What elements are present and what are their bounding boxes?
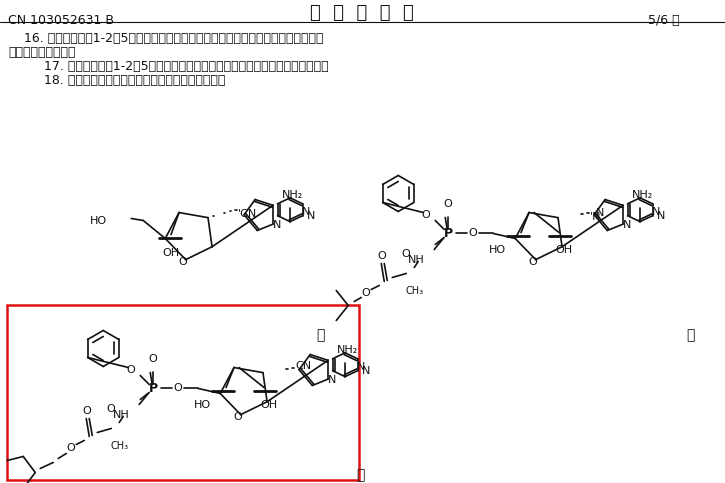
Text: O: O	[469, 228, 478, 239]
Text: HO: HO	[489, 244, 506, 255]
Text: 'N: 'N	[590, 212, 602, 222]
Text: CN: CN	[295, 361, 311, 370]
Text: O: O	[174, 384, 183, 394]
Text: 16. 根据权利要求1-2或5中任一项所述的用途，其中所述副黏病毒科病毒感染由人呼: 16. 根据权利要求1-2或5中任一项所述的用途，其中所述副黏病毒科病毒感染由人…	[8, 32, 323, 45]
Text: N: N	[651, 207, 660, 217]
Bar	[7, 305, 359, 480]
Text: O: O	[149, 355, 157, 365]
Text: N: N	[307, 211, 315, 221]
Text: 、: 、	[686, 328, 694, 342]
Text: P: P	[149, 382, 158, 395]
Text: O: O	[233, 412, 242, 422]
Text: O: O	[83, 407, 91, 416]
Text: NH: NH	[112, 411, 129, 421]
Text: OH: OH	[260, 399, 278, 410]
Text: N: N	[596, 208, 604, 218]
Text: N: N	[328, 375, 336, 385]
Text: N: N	[302, 207, 310, 217]
Text: O: O	[402, 250, 410, 259]
Text: O: O	[529, 256, 537, 267]
Text: 5/6 页: 5/6 页	[648, 14, 680, 27]
Text: OH: OH	[162, 247, 180, 257]
Text: O: O	[444, 199, 452, 210]
Text: 'CN: 'CN	[238, 209, 257, 219]
Text: HO: HO	[194, 399, 211, 410]
Text: NH₂: NH₂	[281, 190, 303, 199]
Text: NH₂: NH₂	[336, 345, 357, 355]
Text: OH: OH	[555, 244, 573, 255]
Text: O: O	[107, 404, 115, 414]
Text: N: N	[357, 362, 365, 372]
Text: 18. 化合物或其药学上可接受的盐，所述化合物为：: 18. 化合物或其药学上可接受的盐，所述化合物为：	[28, 74, 225, 87]
Text: 、: 、	[356, 468, 364, 482]
Text: CH₃: CH₃	[110, 441, 128, 452]
Text: O: O	[127, 366, 136, 375]
Text: N: N	[361, 366, 370, 376]
Text: NH₂: NH₂	[631, 190, 652, 199]
Text: CN 103052631 B: CN 103052631 B	[8, 14, 114, 27]
Text: O: O	[67, 443, 75, 454]
Text: NH: NH	[407, 256, 424, 266]
Text: 17. 根据权利要求1-2或5中任一项所述的用途，其中副黏病毒科聚合酶被抑制。: 17. 根据权利要求1-2或5中任一项所述的用途，其中副黏病毒科聚合酶被抑制。	[28, 60, 328, 73]
Text: 吸道合胞病毒引起。: 吸道合胞病毒引起。	[8, 46, 75, 59]
Text: O: O	[178, 256, 187, 267]
Text: O: O	[362, 288, 370, 298]
Text: 权  利  要  求  书: 权 利 要 求 书	[310, 4, 414, 22]
Text: N: N	[273, 220, 281, 230]
Text: N: N	[623, 220, 631, 230]
Text: O: O	[422, 211, 431, 220]
Text: P: P	[444, 227, 453, 240]
Text: 、: 、	[316, 328, 324, 342]
Text: HO: HO	[90, 216, 107, 227]
Text: O: O	[378, 252, 386, 261]
Text: N: N	[656, 211, 665, 221]
Text: CH₃: CH₃	[405, 286, 423, 297]
